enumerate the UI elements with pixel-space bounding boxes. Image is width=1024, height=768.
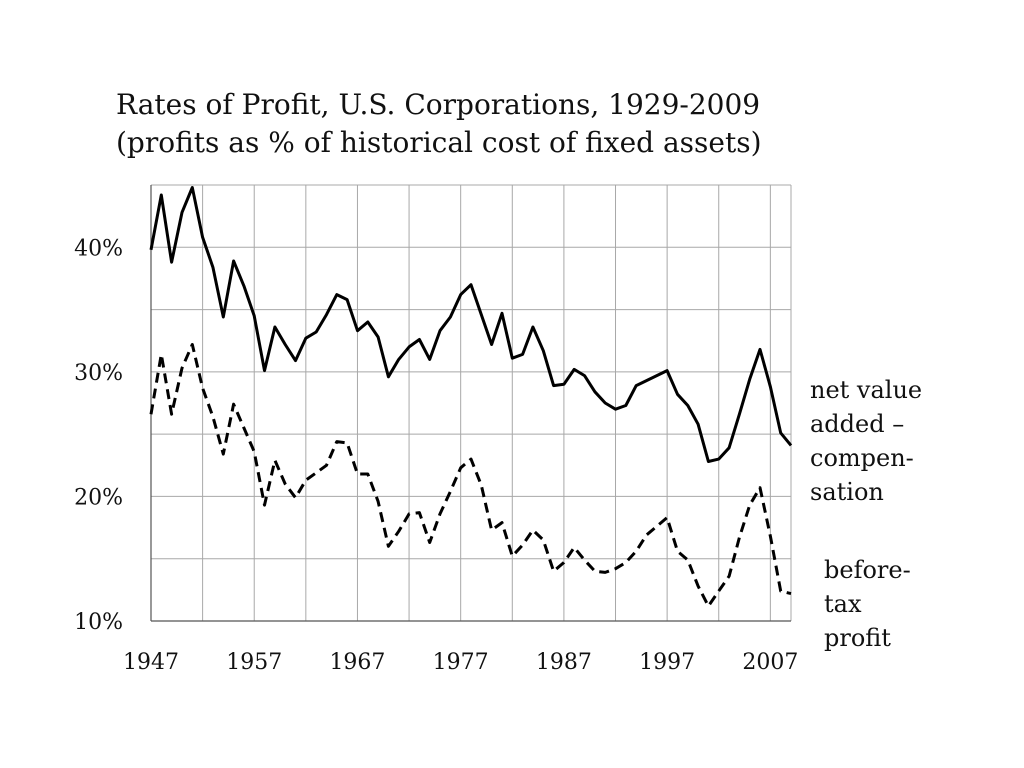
series-line-before-tax-profit — [149, 343, 792, 608]
series-label-before-tax-profit: before-tax profit — [824, 556, 911, 652]
series-label-net-value-added: net value added – compen-sation — [810, 376, 922, 506]
series-label-line: compen- — [810, 444, 914, 472]
series-label-line: before- — [824, 556, 911, 584]
x-tick-label: 1967 — [329, 650, 385, 675]
y-axis-labels: 10% 20% 30% 40% — [74, 236, 123, 635]
series-label-line: added – — [810, 410, 904, 438]
chart-title-block: Rates of Profit, U.S. Corporations, 1929… — [116, 86, 762, 162]
y-tick-label: 20% — [74, 485, 123, 510]
chart-subtitle: (profits as % of historical cost of fixe… — [116, 126, 762, 159]
series-line-net-value-added — [149, 186, 793, 463]
series-label-line: net value — [810, 376, 922, 404]
x-tick-label: 2007 — [742, 650, 798, 675]
series-label-line: tax — [824, 590, 862, 618]
x-tick-label: 1947 — [123, 650, 179, 675]
series-lines — [149, 186, 793, 608]
x-tick-label: 1957 — [226, 650, 282, 675]
x-axis-labels: 1947 1957 1967 1977 1987 1997 2007 — [123, 650, 798, 675]
chart-title: Rates of Profit, U.S. Corporations, 1929… — [116, 88, 761, 121]
x-tick-label: 1977 — [433, 650, 489, 675]
y-tick-label: 40% — [74, 236, 123, 261]
x-tick-label: 1987 — [536, 650, 592, 675]
y-tick-label: 30% — [74, 361, 123, 386]
series-label-line: sation — [810, 478, 884, 506]
series-label-line: profit — [824, 624, 891, 652]
series-labels: net value added – compen-sation before-tax p… — [810, 376, 922, 652]
y-tick-label: 10% — [74, 610, 123, 635]
grid — [150, 184, 792, 622]
x-tick-label: 1997 — [639, 650, 695, 675]
